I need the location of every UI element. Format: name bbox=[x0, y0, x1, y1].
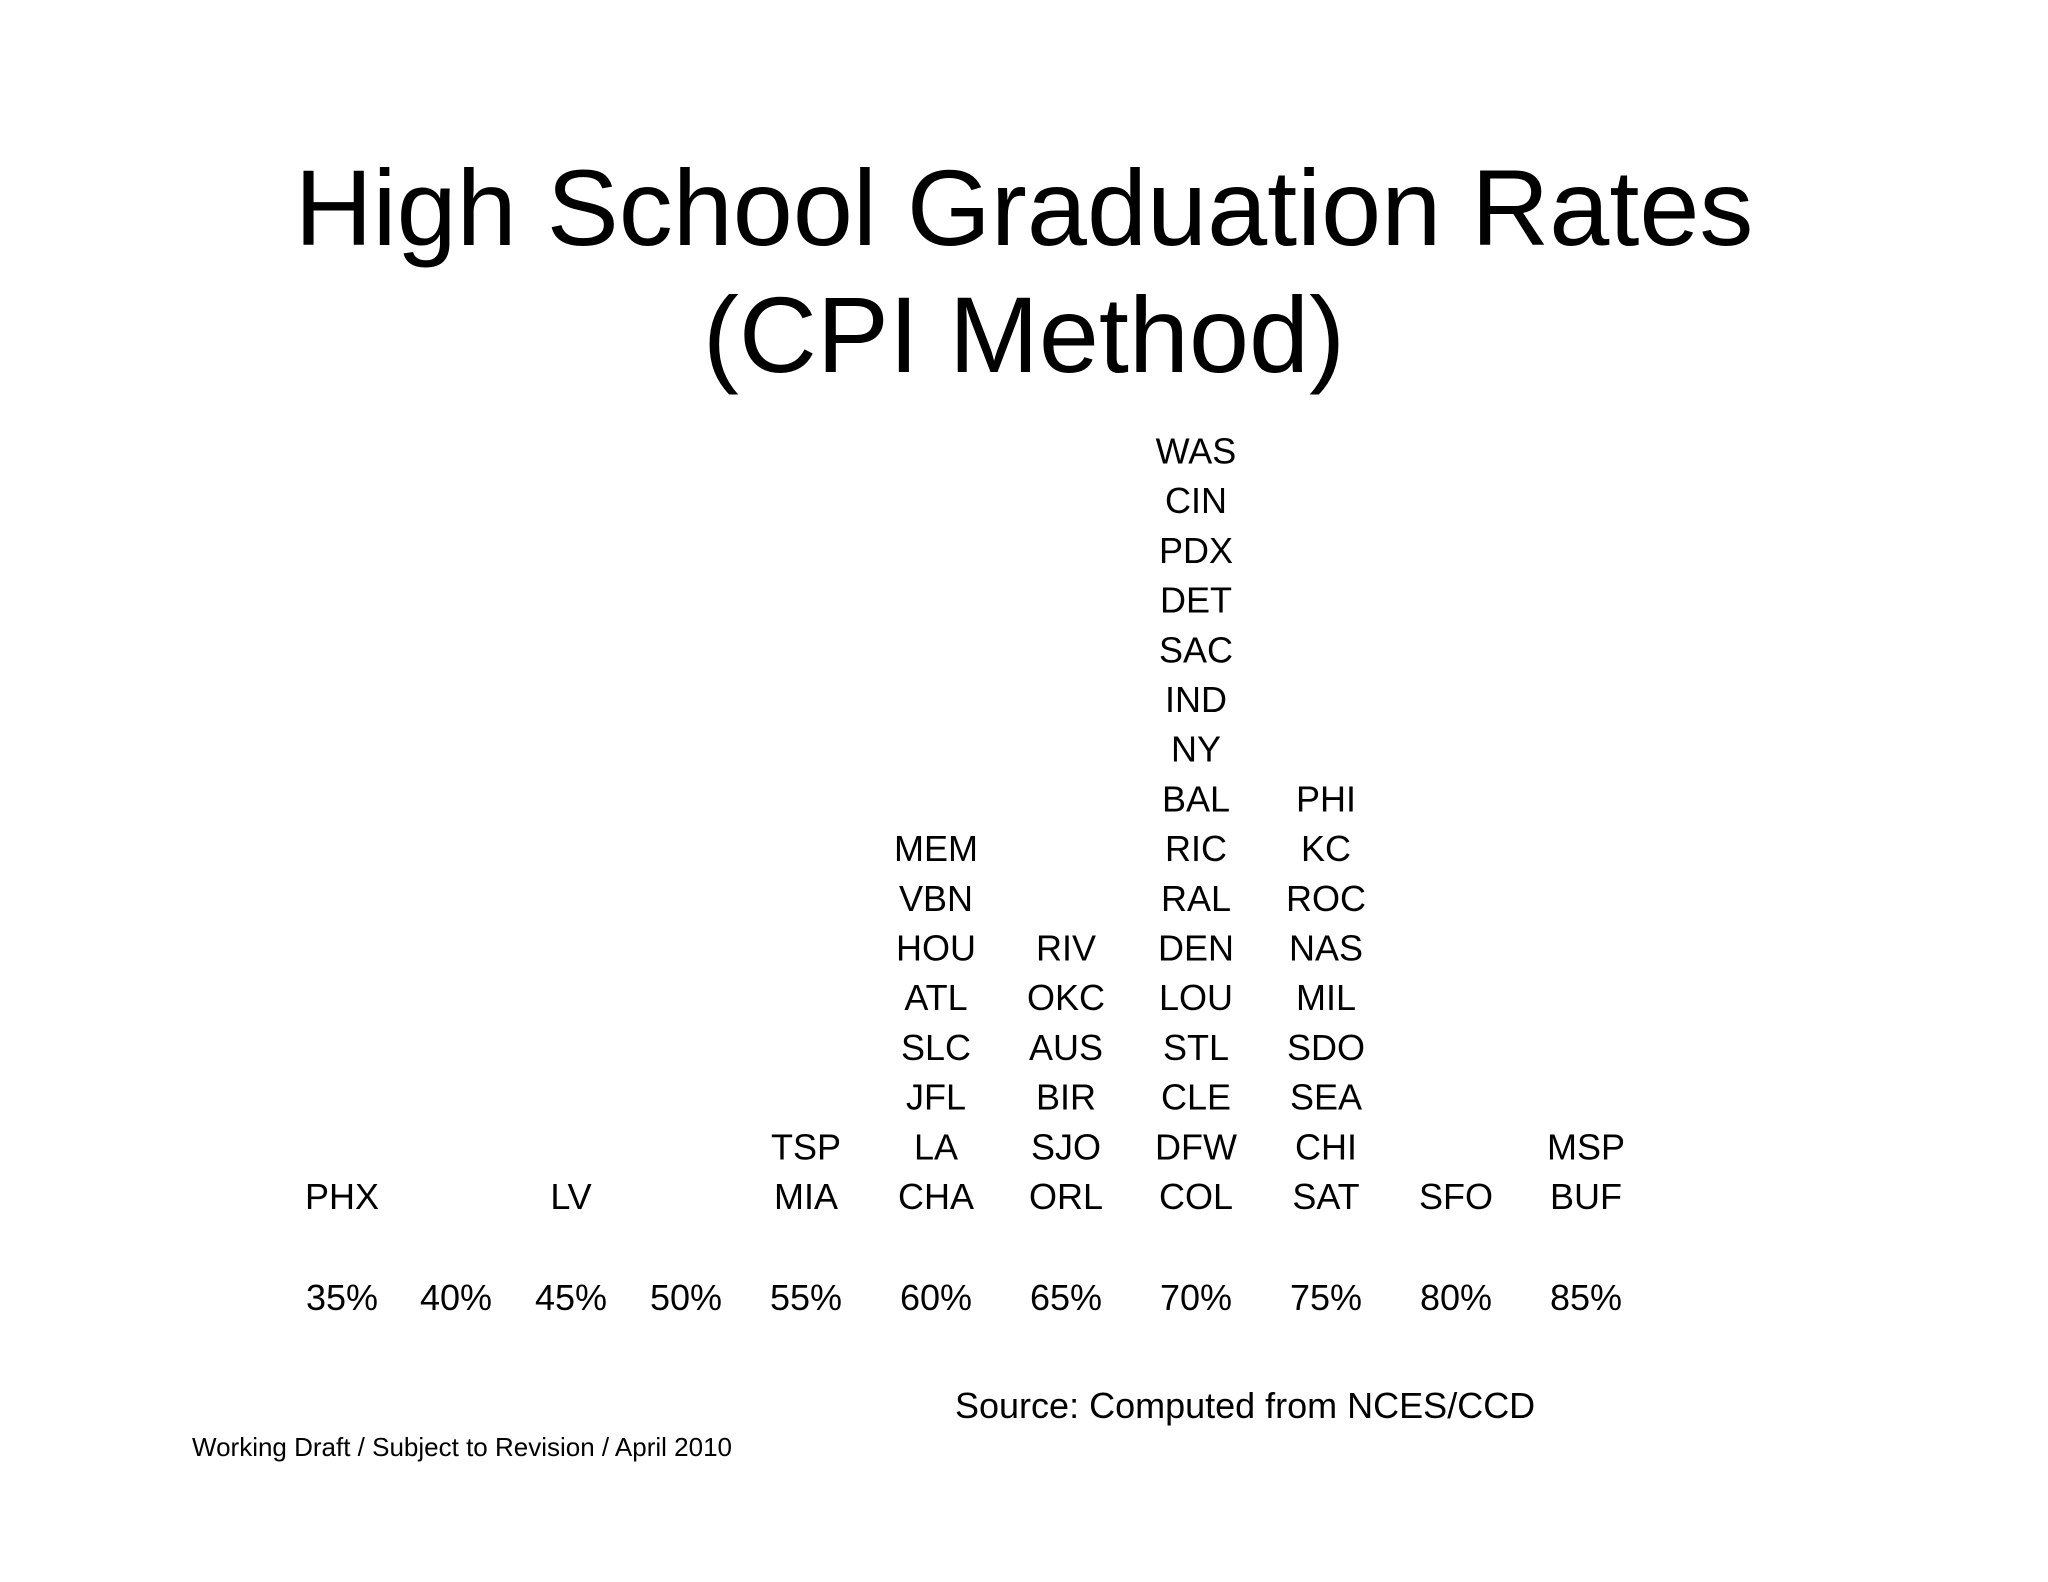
city-label: LOU bbox=[1159, 977, 1233, 1018]
x-tick-label: 35% bbox=[306, 1277, 378, 1318]
city-label: RAL bbox=[1161, 878, 1231, 919]
city-label: SLC bbox=[901, 1027, 971, 1068]
city-label: VBN bbox=[899, 878, 973, 919]
city-label: CIN bbox=[1165, 480, 1227, 521]
x-tick-label: 55% bbox=[770, 1277, 842, 1318]
city-label: MSP bbox=[1547, 1126, 1625, 1167]
city-label: HOU bbox=[896, 928, 976, 969]
chart-title-line-1: High School Graduation Rates bbox=[294, 147, 1754, 268]
city-label: NY bbox=[1171, 729, 1221, 770]
city-label: SAT bbox=[1292, 1176, 1359, 1217]
city-label: LV bbox=[550, 1176, 591, 1217]
x-tick-label: 70% bbox=[1160, 1277, 1232, 1318]
source-note: Source: Computed from NCES/CCD bbox=[955, 1385, 1536, 1426]
x-tick-label: 50% bbox=[650, 1277, 722, 1318]
city-label: WAS bbox=[1156, 431, 1237, 472]
city-label: RIC bbox=[1165, 828, 1227, 869]
x-axis-tick-group: 35% 40% 45% 50% 55% 60% 65% 70% 75% 80% 85% bbox=[306, 1277, 1622, 1318]
city-label: RIV bbox=[1036, 928, 1096, 969]
city-label: MIA bbox=[774, 1176, 838, 1217]
city-label: PDX bbox=[1159, 530, 1233, 571]
city-label-group: PHX LV MIA TSP CHA LA JFL SLC ATL HOU VBN MEM ORL SJO… bbox=[305, 431, 1625, 1218]
city-label: STL bbox=[1163, 1027, 1229, 1068]
city-label: MEM bbox=[894, 828, 978, 869]
city-label: PHI bbox=[1296, 778, 1356, 819]
city-label: BAL bbox=[1162, 778, 1230, 819]
chart-title-line-2: (CPI Method) bbox=[702, 274, 1346, 395]
city-label: TSP bbox=[771, 1126, 841, 1167]
city-label: CHI bbox=[1295, 1126, 1357, 1167]
city-label: DEN bbox=[1158, 928, 1234, 969]
city-label: MIL bbox=[1296, 977, 1356, 1018]
city-label: SJO bbox=[1031, 1126, 1101, 1167]
footer-note: Working Draft / Subject to Revision / Ap… bbox=[192, 1432, 732, 1462]
city-label: ROC bbox=[1286, 878, 1366, 919]
city-label: ORL bbox=[1029, 1176, 1103, 1217]
city-label: CLE bbox=[1161, 1077, 1231, 1118]
x-tick-label: 60% bbox=[900, 1277, 972, 1318]
city-label: AUS bbox=[1029, 1027, 1103, 1068]
x-tick-label: 45% bbox=[535, 1277, 607, 1318]
x-tick-label: 65% bbox=[1030, 1277, 1102, 1318]
city-label: DFW bbox=[1155, 1126, 1237, 1167]
city-label: LA bbox=[914, 1126, 958, 1167]
x-tick-label: 80% bbox=[1420, 1277, 1492, 1318]
city-label: KC bbox=[1301, 828, 1351, 869]
city-label: BUF bbox=[1550, 1176, 1622, 1217]
city-label: SAC bbox=[1159, 629, 1233, 670]
city-label: CHA bbox=[898, 1176, 974, 1217]
city-label: SFO bbox=[1419, 1176, 1493, 1217]
city-label: PHX bbox=[305, 1176, 379, 1217]
city-label: IND bbox=[1165, 679, 1227, 720]
city-label: OKC bbox=[1027, 977, 1105, 1018]
city-label: COL bbox=[1159, 1176, 1233, 1217]
x-tick-label: 40% bbox=[420, 1277, 492, 1318]
city-label: NAS bbox=[1289, 928, 1363, 969]
city-label: BIR bbox=[1036, 1077, 1096, 1118]
city-label: ATL bbox=[904, 977, 967, 1018]
x-tick-label: 85% bbox=[1550, 1277, 1622, 1318]
x-tick-label: 75% bbox=[1290, 1277, 1362, 1318]
city-label: JFL bbox=[906, 1077, 966, 1118]
city-label: DET bbox=[1160, 580, 1232, 621]
city-label: SDO bbox=[1287, 1027, 1365, 1068]
city-label: SEA bbox=[1290, 1077, 1362, 1118]
